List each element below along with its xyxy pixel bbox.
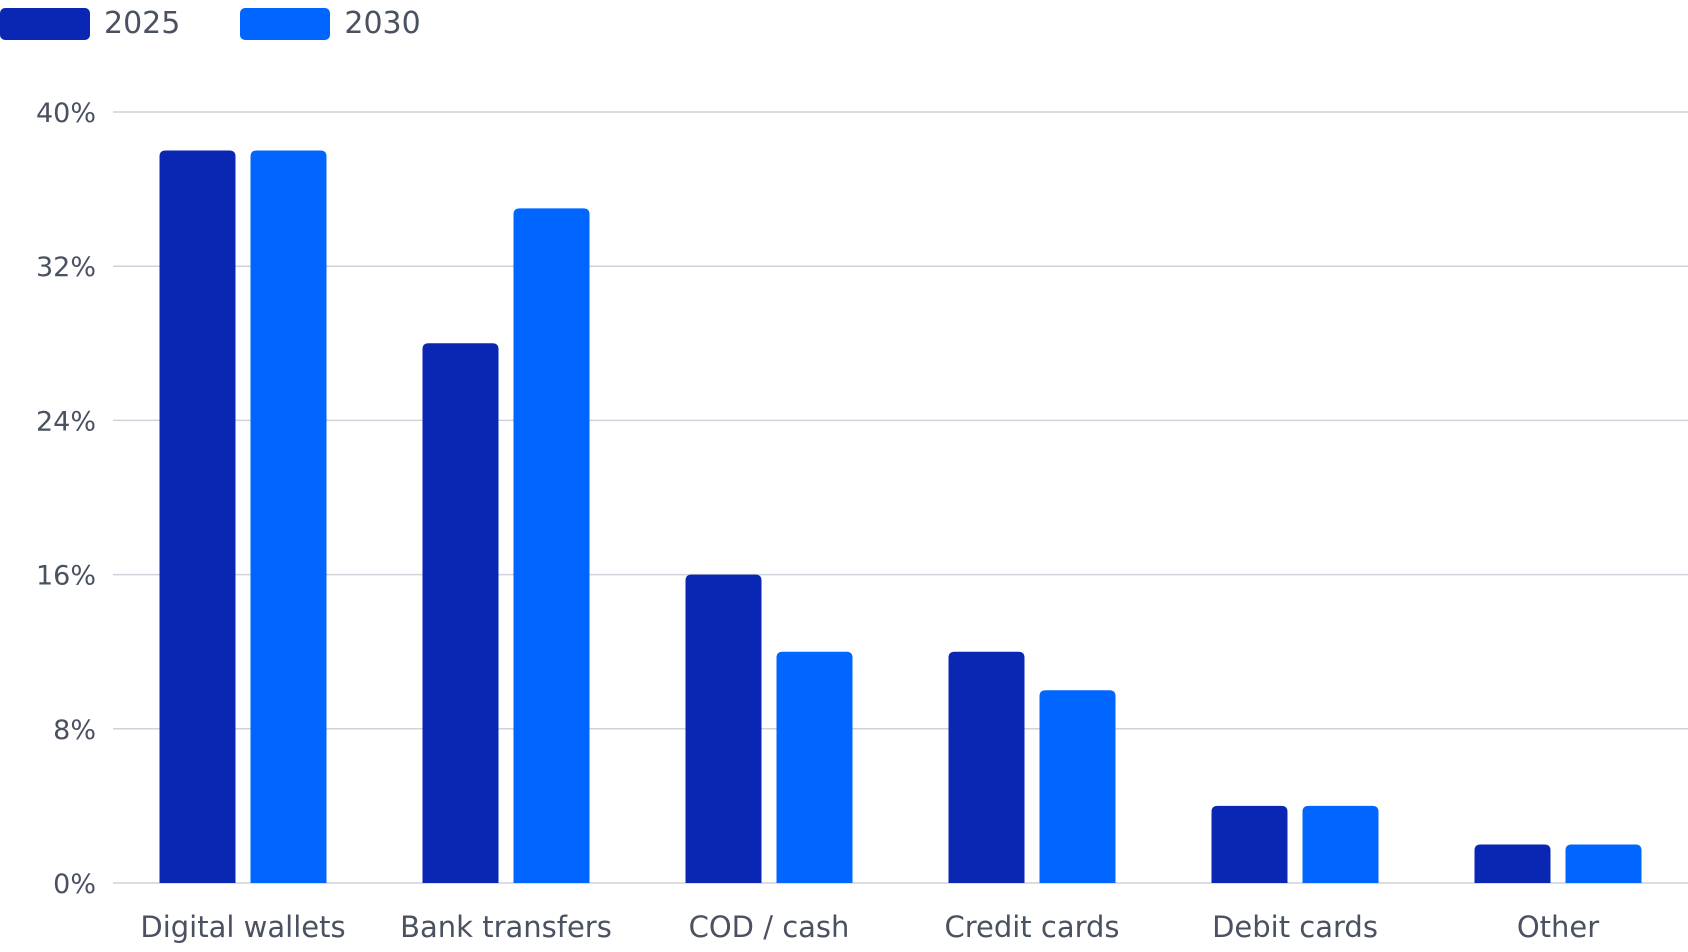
bar-2025 [1211,805,1288,883]
legend-item-2025: 2025 [0,6,180,41]
bar-2025 [159,150,236,884]
x-tick-label: Bank transfers [400,910,612,944]
bar-2030 [1302,805,1379,883]
x-tick-label: Other [1517,910,1599,944]
bar-2030 [250,150,327,884]
legend-swatch-2025 [0,7,90,40]
legend-label-2030: 2030 [344,6,421,41]
bar-2025 [422,343,499,883]
bar-2025 [1474,844,1551,883]
legend-item-2030: 2030 [240,6,421,41]
y-tick-label: 24% [36,406,96,437]
x-tick-label: Digital wallets [140,910,345,944]
bar-2025 [948,651,1025,883]
bar-2030 [513,208,590,883]
y-tick-label: 32% [36,252,96,283]
legend-label-2025: 2025 [104,6,181,41]
legend: 2025 2030 [0,6,481,41]
x-tick-label: COD / cash [689,910,850,944]
y-tick-label: 0% [53,869,96,900]
y-tick-label: 40% [36,98,96,129]
x-tick-label: Credit cards [944,910,1119,944]
bar-2030 [1039,690,1116,883]
bar-2030 [776,651,853,883]
bar-2030 [1565,844,1642,883]
bar-2025 [685,574,762,883]
y-tick-label: 16% [36,561,96,592]
y-tick-label: 8% [53,715,96,746]
legend-swatch-2030 [240,7,331,40]
x-tick-label: Debit cards [1212,910,1378,944]
